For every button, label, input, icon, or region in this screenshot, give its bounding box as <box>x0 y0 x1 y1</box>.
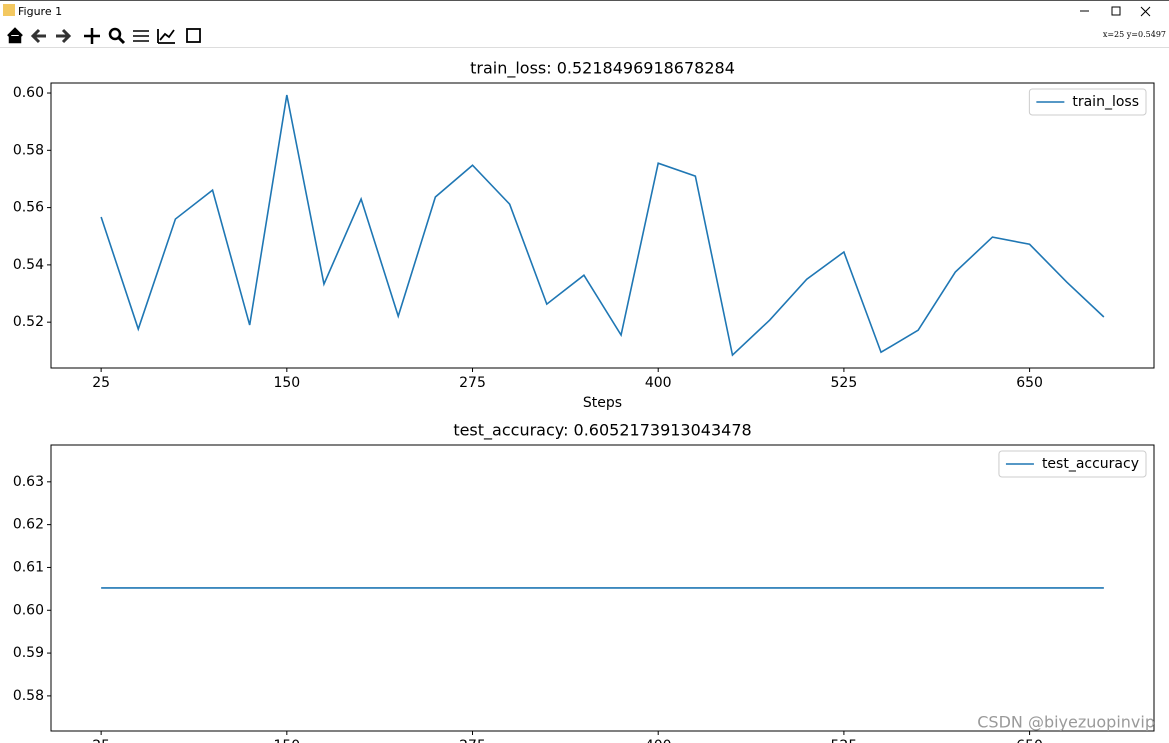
toolbar <box>0 23 1169 47</box>
y-tick-label: 0.59 <box>13 645 44 661</box>
y-tick-label: 0.56 <box>13 200 44 216</box>
zoom-button[interactable] <box>108 27 122 41</box>
pan-button[interactable] <box>84 28 100 44</box>
close-button[interactable] <box>1140 6 1151 17</box>
chart-title: test_accuracy: 0.6052173913043478 <box>453 421 751 441</box>
y-tick-label: 0.58 <box>13 142 44 158</box>
y-tick-label: 0.60 <box>13 85 44 101</box>
customize-button[interactable] <box>157 29 175 44</box>
legend-box <box>1028 88 1147 116</box>
subplots-button[interactable] <box>133 30 149 42</box>
watermark: CSDN @biyezuopinvip <box>977 713 1155 732</box>
legend-label: train_loss <box>1072 94 1139 110</box>
title-bar <box>0 0 1169 22</box>
x-tick-label: 25 <box>92 375 110 391</box>
zoom-handle <box>117 36 126 45</box>
window-title: Figure 1 <box>18 5 62 18</box>
x-tick-label: 150 <box>273 375 300 391</box>
line-series <box>100 94 1105 357</box>
legend: test_accuracy <box>998 450 1147 478</box>
legend-box <box>998 450 1147 478</box>
x-tick-label: 400 <box>645 375 672 391</box>
x-tick-label: 275 <box>459 375 486 391</box>
y-tick-label: 0.61 <box>13 559 44 575</box>
x-tick-label: 650 <box>1016 738 1043 743</box>
x-tick-label: 150 <box>273 738 300 743</box>
x-axis-label: Steps <box>583 395 622 411</box>
legend-label: test_accuracy <box>1042 456 1139 472</box>
x-tick-label: 25 <box>92 738 110 743</box>
chart-title: train_loss: 0.5218496918678284 <box>470 59 735 79</box>
y-tick-label: 0.58 <box>13 688 44 704</box>
y-tick-label: 0.52 <box>13 314 44 330</box>
forward-button[interactable] <box>56 28 72 44</box>
y-tick-label: 0.54 <box>13 257 44 273</box>
home-button[interactable] <box>7 27 23 44</box>
cursor-coords: x=25 y=0.5497 <box>1103 30 1166 39</box>
x-tick-label: 275 <box>459 738 486 743</box>
y-tick-label: 0.60 <box>13 602 44 618</box>
y-tick-label: 0.63 <box>13 474 44 490</box>
save-button[interactable] <box>186 28 201 43</box>
back-button[interactable] <box>30 28 46 44</box>
app-icon <box>3 4 15 16</box>
axes-frame <box>50 82 1155 369</box>
x-tick-label: 525 <box>831 738 858 743</box>
maximize-button[interactable] <box>1111 6 1121 16</box>
axes-frame <box>50 444 1155 732</box>
x-tick-label: 525 <box>831 375 858 391</box>
legend: train_loss <box>1028 88 1147 116</box>
x-tick-label: 400 <box>645 738 672 743</box>
y-tick-label: 0.62 <box>13 517 44 533</box>
x-tick-label: 650 <box>1016 375 1043 391</box>
